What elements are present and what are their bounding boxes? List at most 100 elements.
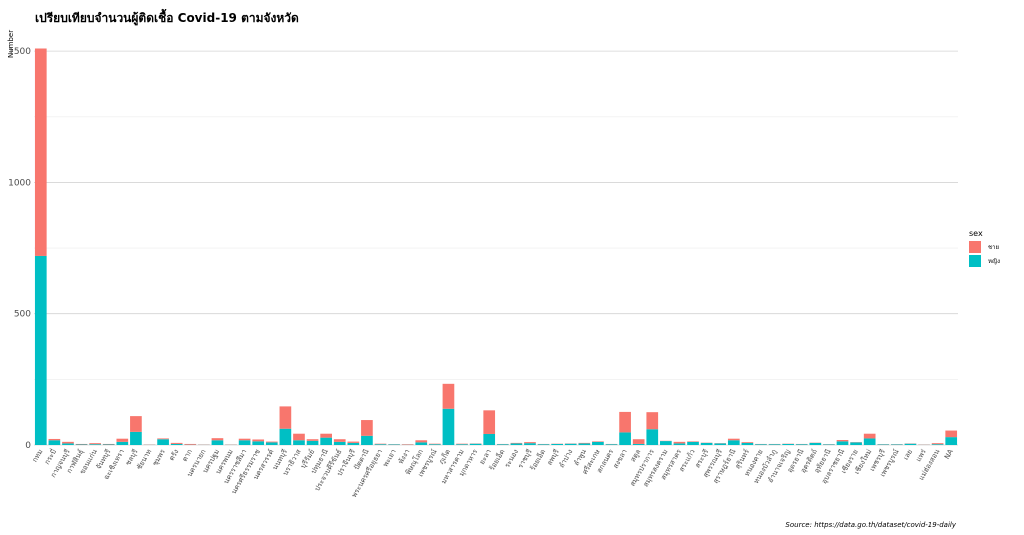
bar-male bbox=[48, 438, 61, 441]
bar-female bbox=[102, 444, 115, 445]
bar-female bbox=[700, 442, 713, 445]
bar-male bbox=[931, 443, 944, 445]
bar-female bbox=[170, 443, 183, 445]
bar-male bbox=[429, 443, 441, 445]
bar-female bbox=[605, 444, 618, 445]
bar-male bbox=[415, 440, 428, 443]
bar-female bbox=[727, 440, 740, 445]
x-tick-label: ตาก bbox=[181, 448, 194, 463]
bar-male bbox=[673, 441, 686, 444]
bar-male bbox=[619, 411, 631, 433]
bar-female bbox=[592, 441, 604, 445]
bar-male bbox=[320, 433, 332, 438]
bar-female bbox=[741, 442, 754, 445]
bar-male bbox=[157, 438, 169, 440]
bar-female bbox=[945, 437, 958, 445]
bar-female bbox=[252, 441, 265, 445]
bar-female bbox=[931, 444, 944, 445]
bar-female bbox=[279, 428, 292, 445]
bar-male bbox=[741, 442, 754, 443]
bar-male bbox=[401, 444, 414, 445]
bar-female bbox=[62, 443, 74, 445]
bar-male bbox=[524, 442, 536, 444]
bar-female bbox=[496, 444, 509, 445]
bar-male bbox=[836, 440, 849, 442]
bar-male bbox=[306, 439, 319, 441]
bar-female bbox=[75, 444, 88, 445]
bar-male bbox=[727, 438, 740, 441]
bar-male bbox=[62, 441, 74, 444]
legend-label-male: ชาย bbox=[988, 244, 999, 251]
bar-female bbox=[755, 444, 767, 445]
bar-male bbox=[170, 442, 183, 444]
bar-female bbox=[673, 443, 686, 445]
bar-female bbox=[836, 441, 849, 445]
bar-female bbox=[795, 444, 808, 445]
bar-male bbox=[945, 430, 958, 438]
x-axis-ticks: กทมกระบี่กาญจนบุรีกาฬสินธุ์ขอนแก่นจันทบุ… bbox=[31, 447, 955, 499]
bar-female bbox=[429, 444, 441, 445]
bar-female bbox=[524, 443, 536, 445]
bar-male bbox=[75, 443, 88, 445]
bar-male bbox=[184, 443, 197, 445]
source-caption: Source: https://data.go.th/dataset/covid… bbox=[785, 521, 956, 529]
x-tick-label: แพร่ bbox=[914, 448, 927, 463]
bar-male bbox=[632, 439, 645, 444]
bar-female bbox=[442, 408, 455, 445]
bar-female bbox=[904, 443, 917, 445]
bar-male bbox=[578, 442, 591, 444]
bar-male bbox=[646, 412, 659, 430]
y-tick-label: 1000 bbox=[8, 178, 31, 188]
bar-female bbox=[714, 443, 727, 445]
x-tick-label: เลย bbox=[902, 448, 914, 461]
bar-female bbox=[361, 435, 373, 445]
bar-female bbox=[238, 440, 251, 445]
bar-female bbox=[877, 444, 890, 445]
bar-female bbox=[619, 432, 631, 445]
bar-female bbox=[415, 442, 428, 445]
x-tick-label: สตูล bbox=[629, 448, 642, 463]
bar-male bbox=[456, 443, 468, 445]
bar-female bbox=[116, 441, 129, 445]
bar-female bbox=[823, 444, 835, 445]
bar-female bbox=[483, 433, 496, 445]
y-tick-label: 500 bbox=[14, 310, 31, 320]
bar-female bbox=[687, 441, 699, 445]
bar-female bbox=[265, 442, 278, 445]
bar-female bbox=[578, 443, 591, 445]
bar-male bbox=[333, 439, 346, 442]
bar-male bbox=[102, 443, 115, 445]
bar-male bbox=[265, 441, 278, 443]
bar-female bbox=[333, 441, 346, 445]
bar-male bbox=[347, 441, 360, 443]
bar-male bbox=[687, 441, 699, 442]
y-axis-ticks: 0 500 1000 1500 bbox=[8, 47, 31, 451]
bar-male bbox=[510, 442, 523, 444]
legend: sex ชาย หญิง bbox=[969, 229, 1000, 267]
bar-female bbox=[809, 442, 822, 445]
bar-female bbox=[863, 438, 876, 445]
bar-female bbox=[320, 437, 332, 445]
bar-female bbox=[768, 444, 781, 445]
bar-female bbox=[157, 439, 169, 445]
bar-male bbox=[361, 420, 373, 436]
bar-male bbox=[279, 406, 292, 429]
bar-male bbox=[211, 438, 224, 441]
x-tick-label: NA bbox=[943, 448, 955, 461]
bar-female bbox=[388, 444, 400, 445]
x-tick-label: พะเยา bbox=[381, 448, 397, 468]
bar-female bbox=[48, 440, 61, 445]
bar-female bbox=[34, 255, 47, 445]
y-tick-label: 0 bbox=[25, 441, 31, 451]
bar-male bbox=[89, 443, 101, 445]
bar-female bbox=[347, 442, 360, 445]
bar-female bbox=[891, 444, 903, 445]
y-tick-label: 1500 bbox=[8, 47, 31, 57]
bar-male bbox=[252, 439, 265, 442]
bar-male bbox=[116, 438, 129, 442]
bar-female bbox=[660, 441, 672, 445]
bar-male bbox=[592, 441, 604, 442]
bar-female bbox=[456, 444, 468, 445]
bar-female bbox=[564, 443, 577, 445]
legend-swatch-male bbox=[969, 241, 981, 253]
